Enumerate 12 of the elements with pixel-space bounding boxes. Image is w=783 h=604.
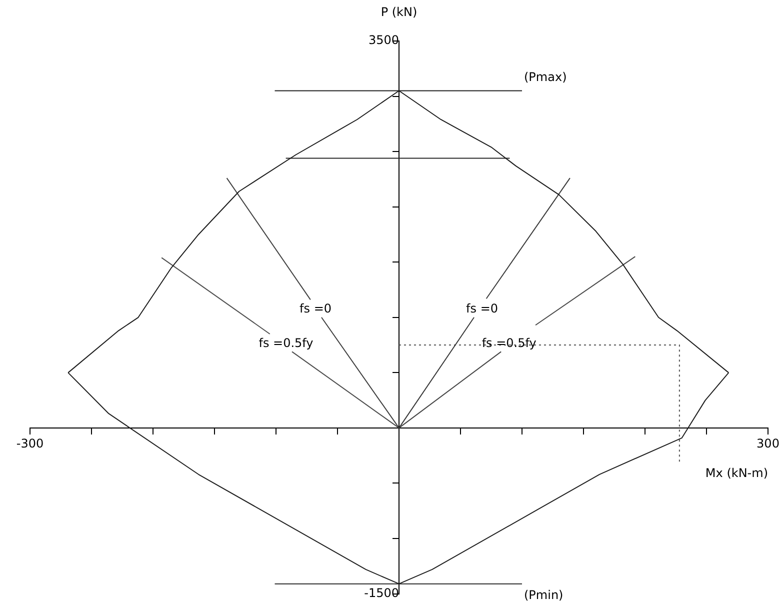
x-tick-label: -300 [16,436,44,450]
annotation: fs =0 [466,302,498,316]
y-tick-label: -1500 [364,586,399,600]
annotation: fs =0 [300,302,332,316]
annotation: fs =0.5fy [258,336,314,350]
annotation: (Pmax) [524,70,567,84]
y-tick-label: 3500 [368,33,399,48]
x-axis-title: Mx (kN-m) [705,466,768,480]
y-axis-title: P (kN) [380,5,418,20]
annotation: fs =0.5fy [482,336,536,350]
x-tick-label: 300 [756,436,780,450]
annotation: (Pmin) [524,588,564,602]
